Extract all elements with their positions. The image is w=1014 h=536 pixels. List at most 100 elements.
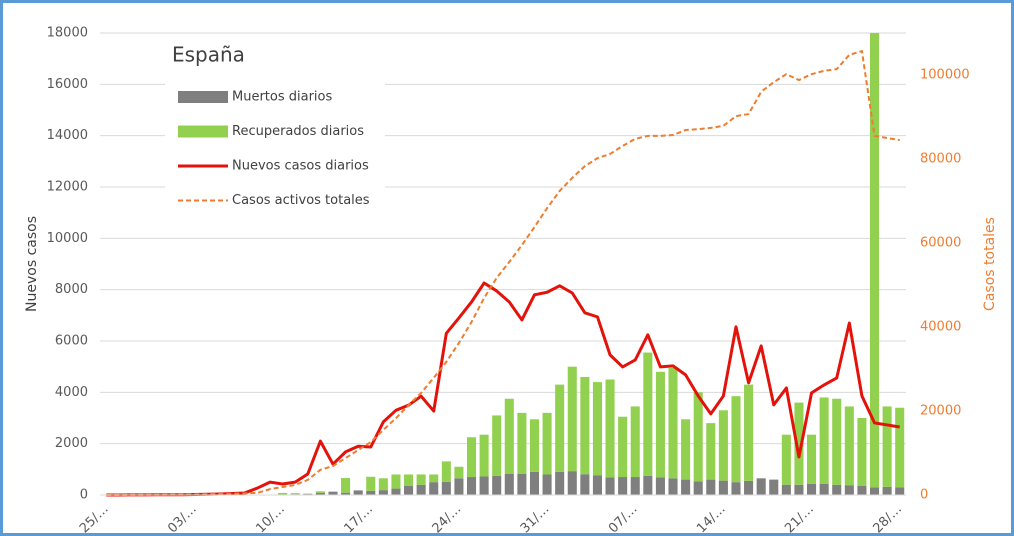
bar (303, 493, 313, 495)
bar (328, 491, 338, 495)
bar (844, 485, 854, 495)
bar (668, 367, 678, 479)
bar (869, 33, 880, 488)
plot-area (106, 33, 905, 497)
y-tick-label: 0 (80, 488, 88, 503)
x-tick-label: 07/… (606, 502, 641, 536)
bar (857, 486, 867, 495)
y2-tick-label: 40000 (920, 320, 961, 335)
bar (315, 491, 325, 493)
line (106, 281, 900, 497)
bar (391, 474, 401, 489)
bar (517, 473, 527, 495)
legend-label: Recuperados diarios (232, 124, 364, 139)
bar (429, 474, 439, 483)
bar (466, 477, 477, 495)
bar (555, 384, 565, 472)
bar (542, 412, 552, 475)
y-tick-label: 16000 (47, 77, 88, 92)
bar (655, 371, 665, 478)
bar (819, 483, 829, 495)
legend-swatch (178, 91, 228, 103)
legend-swatch (178, 125, 228, 138)
bar (857, 418, 867, 487)
bar (580, 376, 590, 475)
bar (693, 481, 703, 495)
bar (378, 490, 388, 495)
bar (567, 471, 577, 495)
bar (794, 484, 804, 495)
legend-label: Nuevos casos diarios (232, 159, 369, 174)
bar (391, 488, 401, 495)
bar (555, 471, 565, 495)
bar (378, 478, 388, 491)
bar (744, 480, 754, 495)
bar (630, 406, 640, 478)
bar (441, 481, 451, 495)
bar (529, 471, 540, 495)
bar (441, 461, 451, 482)
y-tick-label: 12000 (47, 180, 88, 195)
x-tick-label: 28/… (870, 502, 905, 536)
chart-title: España (172, 43, 245, 67)
bar (681, 479, 691, 495)
dashed-line (106, 50, 900, 496)
bar (454, 466, 464, 479)
bar (366, 490, 376, 495)
y-tick-label: 14000 (47, 128, 88, 143)
y2-tick-label: 80000 (920, 152, 961, 167)
y2-tick-label: 100000 (920, 68, 970, 83)
bar (618, 416, 628, 478)
y2-tick-label: 60000 (920, 236, 961, 251)
bar (466, 437, 477, 478)
bar (693, 392, 703, 482)
bar (605, 477, 615, 495)
bar (504, 398, 514, 474)
bar (315, 492, 325, 495)
bar (404, 474, 414, 487)
bar (718, 480, 728, 495)
bar (517, 412, 527, 474)
y2-axis-title: Casos totales (982, 217, 998, 311)
y-axis-title: Nuevos casos (24, 216, 40, 312)
bar (341, 478, 351, 493)
bar (655, 477, 665, 495)
bar (706, 423, 716, 480)
bar (681, 419, 691, 480)
bar (592, 475, 602, 495)
bar (794, 402, 804, 485)
bar (492, 475, 502, 495)
bar (869, 487, 880, 495)
bar (769, 479, 779, 495)
y-tick-label: 2000 (55, 436, 88, 451)
bar (781, 484, 791, 495)
bar (278, 492, 288, 495)
bar (731, 482, 741, 495)
bar (416, 474, 426, 485)
bar (341, 492, 351, 495)
bar (630, 477, 640, 495)
y2-tick-label: 0 (920, 488, 928, 503)
bar (781, 434, 791, 485)
bar (416, 484, 426, 495)
bar (353, 490, 363, 495)
bar (718, 410, 728, 481)
bar (479, 476, 489, 495)
bar (479, 434, 489, 477)
bar (807, 483, 817, 495)
bar (819, 397, 829, 484)
x-tick-label: 17/… (341, 502, 376, 536)
legend-label: Casos activos totales (232, 193, 370, 208)
bar (882, 486, 892, 495)
bar (366, 476, 376, 491)
x-tick-label: 14/… (694, 502, 729, 536)
bar (290, 493, 300, 495)
legend-label: Muertos diarios (232, 90, 332, 105)
bar (605, 379, 615, 478)
bar (429, 482, 439, 495)
bar (492, 415, 502, 476)
bar (807, 434, 817, 484)
bar (592, 382, 602, 476)
